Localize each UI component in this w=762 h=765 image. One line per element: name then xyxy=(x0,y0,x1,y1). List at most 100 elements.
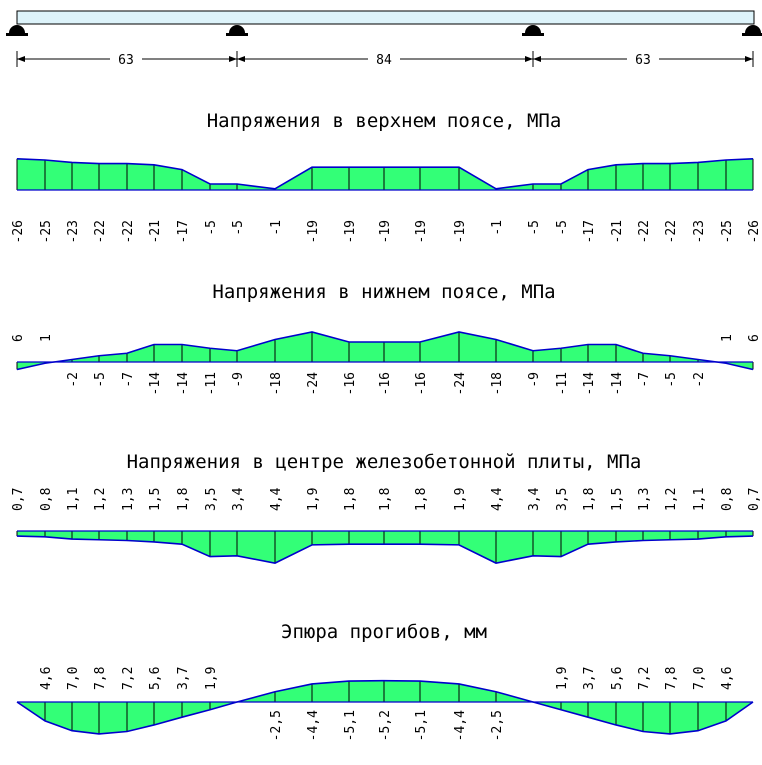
dim-arrow-start-2 xyxy=(237,56,245,62)
value-label-6: 5,6 xyxy=(148,667,163,690)
support-base-3 xyxy=(522,33,544,36)
value-label-8: -5 xyxy=(204,220,219,236)
value-label-24: 4,6 xyxy=(720,667,735,690)
beam-supports xyxy=(6,25,762,36)
beam-scheme xyxy=(6,10,762,36)
value-label-17: 3,4 xyxy=(527,487,542,511)
value-label-9: -9 xyxy=(231,372,246,388)
diagram-outline xyxy=(16,535,754,564)
support-base-2 xyxy=(226,33,248,36)
span-label-2: 84 xyxy=(376,53,392,68)
value-label-6: -21 xyxy=(148,220,163,243)
value-label-2: 4,6 xyxy=(39,667,54,690)
value-label-13: -19 xyxy=(378,220,393,243)
support-3 xyxy=(525,25,541,33)
value-label-24: 1 xyxy=(720,334,735,342)
value-label-10: 4,4 xyxy=(269,487,284,511)
value-label-21: 1,3 xyxy=(637,488,652,511)
value-label-15: -24 xyxy=(453,372,468,396)
value-label-7: -14 xyxy=(176,372,191,396)
support-base-4 xyxy=(742,33,762,36)
support-2 xyxy=(229,25,245,33)
value-label-11: -4,4 xyxy=(306,710,321,741)
value-label-23: -23 xyxy=(692,220,707,243)
value-label-20: -21 xyxy=(610,220,625,243)
value-label-6: 1,5 xyxy=(148,488,163,511)
value-label-10: -2,5 xyxy=(269,710,284,741)
value-label-19: -14 xyxy=(582,372,597,396)
value-label-17: -9 xyxy=(527,372,542,388)
dim-arrow-end-2 xyxy=(525,56,533,62)
value-label-22: 1,2 xyxy=(664,488,679,511)
value-label-18: 3,5 xyxy=(555,488,570,511)
span-dimensions: 63 84 63 xyxy=(16,51,754,68)
dimension-lines xyxy=(16,51,754,67)
value-label-1: 0,7 xyxy=(11,488,26,511)
value-label-15: -4,4 xyxy=(453,710,468,741)
deflection-plot: 4,6 7,0 7,8 7,2 5,6 3,7 1,9 -2,5 -4,4 -5,1 -5,2 -5,… xyxy=(16,667,754,741)
value-label-16: -18 xyxy=(490,372,505,395)
value-label-22: 7,8 xyxy=(664,667,679,690)
value-label-7: 1,8 xyxy=(176,488,191,511)
diagram-area xyxy=(17,332,753,370)
value-label-14: -5,1 xyxy=(414,710,429,741)
value-label-7: -17 xyxy=(176,220,191,243)
value-label-14: -16 xyxy=(414,372,429,395)
value-label-13: 1,8 xyxy=(378,488,393,511)
value-label-9: 3,4 xyxy=(231,487,246,511)
value-label-19: -17 xyxy=(582,220,597,243)
value-label-12: -19 xyxy=(343,220,358,243)
value-label-18: -11 xyxy=(555,372,570,395)
value-label-23: -2 xyxy=(692,372,707,388)
value-label-13: -16 xyxy=(378,372,393,395)
diagram-outline xyxy=(16,679,754,735)
value-label-4: 7,8 xyxy=(93,667,108,690)
support-1 xyxy=(9,25,25,33)
value-label-25: -26 xyxy=(747,220,762,243)
value-label-25: 0,7 xyxy=(747,488,762,511)
value-label-12: 1,8 xyxy=(343,488,358,511)
value-label-15: -19 xyxy=(453,220,468,243)
value-label-11: -19 xyxy=(306,220,321,243)
value-label-25: 6 xyxy=(747,334,762,342)
value-label-24: -25 xyxy=(720,220,735,243)
dim-arrow-end-3 xyxy=(745,56,753,62)
value-label-22: -22 xyxy=(664,220,679,243)
value-label-2: 1 xyxy=(39,334,54,342)
dim-arrow-end-1 xyxy=(229,56,237,62)
value-label-10: -1 xyxy=(269,220,284,236)
value-label-23: 7,0 xyxy=(692,667,707,690)
panel-title-deflection: Эпюра прогибов, мм xyxy=(281,621,487,643)
diagram-area xyxy=(17,680,753,734)
value-label-20: 5,6 xyxy=(610,667,625,690)
stress-plot-slab-center: 0,7 0,8 1,1 1,2 1,3 1,5 1,8 3,5 3,4 4,4 1,9 1,8 1,8 1… xyxy=(11,487,762,564)
span-label-3: 63 xyxy=(635,53,651,68)
value-label-3: 7,0 xyxy=(66,667,81,690)
value-label-5: -22 xyxy=(121,220,136,243)
value-label-20: -14 xyxy=(610,372,625,396)
value-label-16: 4,4 xyxy=(490,487,505,511)
value-label-6: -14 xyxy=(148,372,163,396)
value-label-16: -1 xyxy=(490,220,505,236)
value-label-14: 1,8 xyxy=(414,488,429,511)
support-base-1 xyxy=(6,33,28,36)
value-label-5: 1,3 xyxy=(121,488,136,511)
support-4 xyxy=(745,25,761,33)
value-label-3: 1,1 xyxy=(66,488,81,511)
value-label-20: 1,5 xyxy=(610,488,625,511)
value-label-12: -5,1 xyxy=(343,710,358,741)
value-label-21: -7 xyxy=(637,372,652,388)
beam-body xyxy=(16,10,755,25)
dim-arrow-start-1 xyxy=(17,56,25,62)
value-label-11: -24 xyxy=(306,372,321,396)
span-label-1: 63 xyxy=(118,53,134,68)
value-label-22: -5 xyxy=(664,372,679,388)
value-label-1: -26 xyxy=(11,220,26,243)
value-label-13: -5,2 xyxy=(378,710,393,741)
value-label-24: 0,8 xyxy=(720,488,735,511)
value-label-19: 1,8 xyxy=(582,488,597,511)
diagram-area xyxy=(17,531,753,564)
value-label-8: 3,5 xyxy=(204,488,219,511)
